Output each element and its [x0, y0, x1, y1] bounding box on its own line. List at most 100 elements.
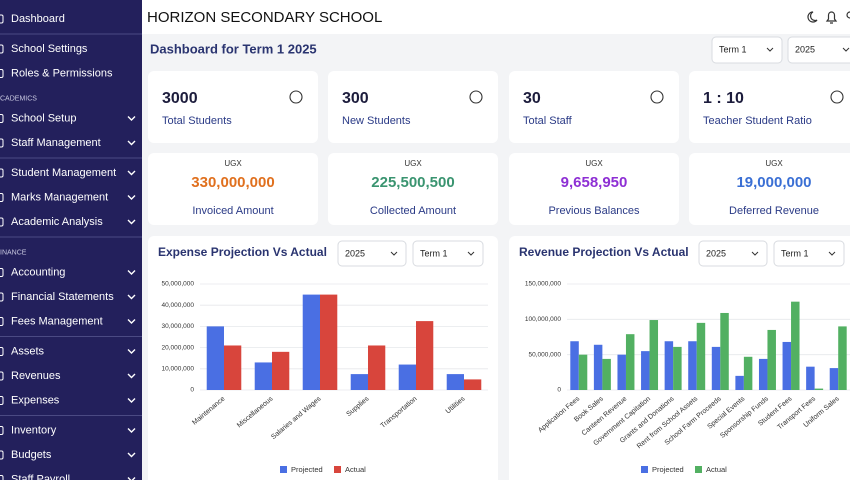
chevron	[127, 170, 136, 176]
stat-card	[689, 71, 850, 143]
nav-icon[interactable]	[0, 168, 4, 178]
bar	[617, 354, 626, 390]
bar	[791, 301, 800, 390]
bar	[673, 346, 682, 390]
nav-icon[interactable]	[0, 292, 4, 302]
year-select[interactable]: 2025	[787, 36, 850, 64]
select-box[interactable]	[787, 36, 850, 64]
nav-item[interactable]: Dashboard	[11, 13, 65, 25]
bar	[735, 375, 744, 390]
bar	[625, 334, 635, 390]
nav-icon[interactable]	[0, 14, 4, 24]
y-tick-label: 0	[190, 387, 194, 394]
notification-icon[interactable]	[825, 11, 838, 24]
nav-icon[interactable]	[0, 69, 4, 78]
top-bar	[142, 0, 850, 34]
legend-swatch	[334, 466, 341, 473]
stat-icon	[289, 90, 303, 104]
select-box[interactable]	[412, 240, 484, 267]
select-box[interactable]	[698, 240, 768, 267]
user-icon[interactable]	[846, 11, 850, 19]
nav-icon[interactable]	[0, 217, 4, 227]
nav-icon[interactable]	[0, 44, 4, 54]
nav-icon[interactable]	[0, 426, 4, 435]
amount-card	[509, 153, 679, 225]
legend-swatch	[695, 466, 702, 473]
bar	[688, 341, 697, 390]
amount-label: Collected Amount	[370, 205, 456, 217]
nav-item[interactable]: Academic Analysis	[11, 216, 103, 228]
nav-item[interactable]: Expenses	[11, 394, 60, 406]
nav-icon[interactable]	[0, 268, 4, 277]
y-tick-label: 50,000,000	[528, 351, 561, 358]
chevron	[751, 251, 759, 256]
y-tick-label: 0	[557, 387, 561, 394]
nav-icon[interactable]	[0, 114, 4, 123]
stat-icon	[469, 90, 483, 104]
stat-value: 300	[342, 90, 369, 107]
nav-item[interactable]: School Settings	[11, 43, 88, 55]
nav-icon[interactable]	[0, 347, 4, 356]
bar	[720, 312, 729, 390]
select-box[interactable]	[337, 240, 407, 267]
theme-icon[interactable]	[807, 11, 818, 23]
nav-icon[interactable]	[0, 450, 4, 460]
amount: 330,000,000	[191, 174, 274, 191]
y-tick-label: 150,000,000	[525, 281, 562, 288]
amount-label: Deferred Revenue	[729, 205, 819, 217]
select-box[interactable]	[773, 240, 845, 267]
bar	[602, 358, 611, 390]
nav-item[interactable]: Budgets	[11, 449, 52, 461]
bar	[272, 351, 290, 390]
school-name: HORIZON SECONDARY SCHOOL	[147, 9, 382, 26]
bar	[758, 358, 768, 390]
nav-item[interactable]: Assets	[11, 345, 45, 357]
page-title: Dashboard for Term 1 2025	[150, 41, 317, 56]
stat-card	[509, 71, 679, 143]
nav-item[interactable]: Staff Payroll	[11, 473, 70, 480]
bar	[350, 374, 368, 390]
amount-card	[148, 153, 318, 225]
chevron	[127, 140, 136, 146]
legend-swatch	[641, 466, 648, 473]
nav-item[interactable]: Roles & Permissions	[11, 67, 113, 79]
chevron	[127, 294, 136, 300]
amount: 9,658,950	[561, 174, 628, 191]
nav-icon[interactable]	[0, 138, 4, 148]
term-select[interactable]: Term 1	[711, 36, 783, 64]
stat-label: Teacher Student Ratio	[703, 115, 812, 127]
bar	[649, 320, 659, 390]
select-box[interactable]	[711, 36, 783, 64]
nav-icon[interactable]	[0, 193, 4, 202]
bar	[838, 326, 847, 390]
bar	[641, 351, 650, 390]
amount: 225,500,500	[371, 174, 454, 191]
y-tick-label: 30,000,000	[161, 323, 194, 330]
nav-icon[interactable]	[0, 396, 4, 405]
bar	[320, 294, 338, 390]
nav-icon[interactable]	[0, 317, 4, 326]
nav-item[interactable]: Financial Statements	[11, 291, 114, 303]
nav-item[interactable]: Fees Management	[11, 315, 103, 327]
bar	[254, 362, 272, 390]
nav-item[interactable]: Accounting	[11, 266, 65, 278]
chevron	[127, 319, 136, 324]
chevron	[390, 251, 398, 256]
select-value: Term 1	[719, 44, 747, 54]
amount: 19,000,000	[736, 174, 811, 191]
nav-item[interactable]: Inventory	[11, 424, 57, 436]
nav-item[interactable]: Staff Management	[11, 137, 101, 149]
nav-item[interactable]: Revenues	[11, 370, 61, 382]
nav-item[interactable]: Marks Management	[11, 191, 108, 203]
bar	[206, 326, 224, 390]
select-value: Term 1	[781, 248, 809, 258]
nav-item[interactable]: School Setup	[11, 112, 76, 124]
amount-card	[328, 153, 498, 225]
chevron	[127, 398, 136, 403]
nav-icon[interactable]	[0, 371, 4, 381]
y-tick-label: 50,000,000	[161, 281, 194, 288]
amount-label: Previous Balances	[548, 205, 640, 217]
bar	[782, 341, 792, 390]
nav-item[interactable]: Student Management	[11, 167, 116, 179]
